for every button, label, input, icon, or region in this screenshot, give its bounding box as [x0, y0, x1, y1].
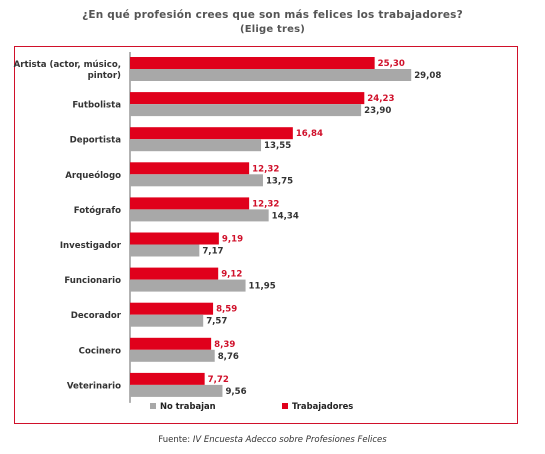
data-label-trabajadores: 16,84 [296, 129, 323, 139]
bar-no-trabajan [130, 384, 223, 397]
bar-no-trabajan [130, 139, 262, 152]
data-label-trabajadores: 12,32 [252, 164, 279, 174]
bar-no-trabajan [130, 104, 362, 117]
chart-title: ¿En qué profesión crees que son más feli… [82, 9, 463, 21]
bar-trabajadores [130, 127, 293, 140]
data-label-no-trabajan: 8,76 [218, 352, 239, 362]
bar-trabajadores [130, 302, 214, 315]
category-label: Cocinero [79, 346, 121, 356]
bar-trabajadores [130, 197, 250, 210]
category-label: Decorador [71, 311, 122, 321]
data-label-trabajadores: 7,72 [208, 375, 229, 385]
data-label-trabajadores: 8,39 [214, 340, 235, 350]
data-label-no-trabajan: 13,75 [266, 176, 293, 186]
data-label-no-trabajan: 11,95 [249, 282, 276, 292]
source-note: Fuente: IV Encuesta Adecco sobre Profesi… [0, 435, 545, 445]
chart-frame [14, 46, 518, 424]
category-label: Arqueólogo [65, 170, 121, 181]
source-prefix: Fuente: [158, 435, 193, 445]
category-label: Fotógrafo [74, 205, 121, 216]
category-label: Artista (actor, músico, [14, 60, 121, 70]
data-label-no-trabajan: 7,57 [206, 317, 227, 327]
bar-trabajadores [130, 92, 365, 105]
legend-label-no-trabajan: No trabajan [160, 401, 216, 411]
data-label-trabajadores: 24,23 [367, 94, 394, 104]
data-label-trabajadores: 8,59 [216, 305, 237, 315]
data-label-no-trabajan: 7,17 [202, 247, 223, 257]
source-name: IV Encuesta Adecco sobre Profesiones Fel… [192, 435, 387, 445]
category-label: Investigador [60, 241, 122, 251]
data-label-trabajadores: 9,19 [222, 235, 243, 245]
bar-no-trabajan [130, 69, 412, 81]
bar-trabajadores [130, 372, 205, 385]
bar-no-trabajan [130, 174, 263, 187]
legend-label-trabajadores: Trabajadores [292, 401, 353, 411]
bar-no-trabajan [130, 349, 215, 362]
bar-trabajadores [130, 162, 250, 175]
category-label: Futbolista [72, 101, 121, 111]
bar-trabajadores [130, 267, 219, 280]
bar-trabajadores [130, 57, 375, 69]
legend-swatch-trabajadores [282, 403, 288, 409]
data-label-no-trabajan: 9,56 [225, 387, 246, 397]
category-label: pintor) [88, 71, 121, 81]
bar-no-trabajan [130, 209, 269, 222]
bar-no-trabajan [130, 244, 200, 257]
data-label-trabajadores: 25,30 [378, 59, 405, 69]
category-label: Funcionario [64, 276, 121, 286]
legend-swatch-no-trabajan [150, 403, 156, 409]
data-label-no-trabajan: 13,55 [264, 141, 291, 151]
bar-trabajadores [130, 337, 212, 350]
bar-no-trabajan [130, 314, 204, 327]
data-label-trabajadores: 12,32 [252, 199, 279, 209]
data-label-trabajadores: 9,12 [221, 270, 242, 280]
chart-subtitle: (Elige tres) [239, 24, 306, 35]
category-label: Deportista [70, 136, 122, 146]
data-label-no-trabajan: 14,34 [272, 211, 299, 221]
bar-trabajadores [130, 232, 219, 245]
bar-no-trabajan [130, 279, 246, 292]
category-label: Veterinario [67, 381, 121, 391]
data-label-no-trabajan: 29,08 [414, 71, 441, 81]
data-label-no-trabajan: 23,90 [364, 106, 391, 116]
